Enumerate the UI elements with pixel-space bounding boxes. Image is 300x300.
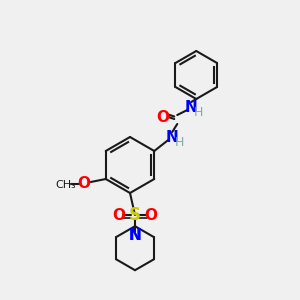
Text: S: S	[129, 206, 141, 224]
Text: H: H	[194, 106, 203, 118]
Text: O: O	[145, 208, 158, 224]
Text: O: O	[112, 208, 125, 224]
Text: O: O	[77, 176, 90, 191]
Text: CH₃: CH₃	[56, 180, 76, 190]
Text: N: N	[185, 100, 198, 115]
Text: N: N	[129, 227, 141, 242]
Text: N: N	[166, 130, 178, 145]
Text: N: N	[129, 227, 141, 242]
Text: H: H	[175, 136, 184, 148]
Text: O: O	[157, 110, 170, 125]
